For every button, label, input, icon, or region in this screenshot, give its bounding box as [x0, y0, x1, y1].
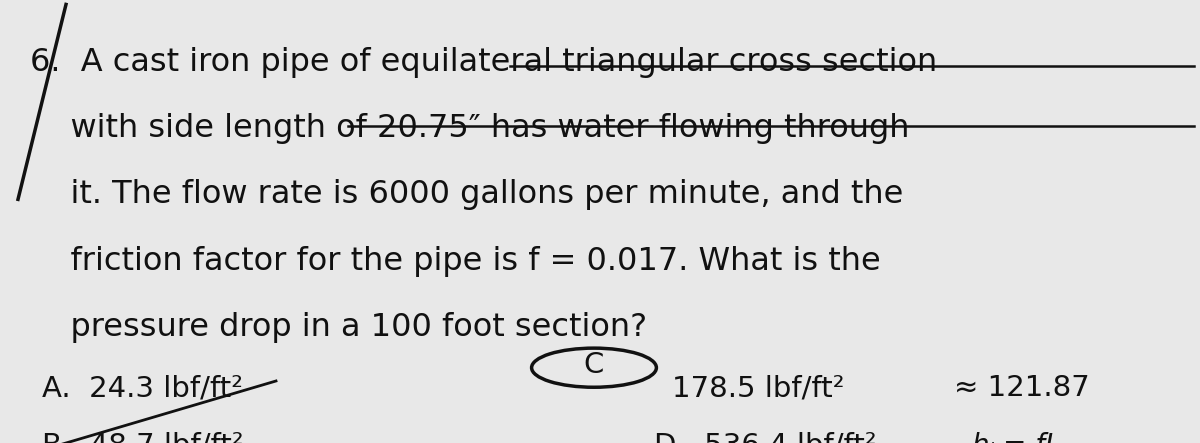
Text: pressure drop in a 100 foot section?: pressure drop in a 100 foot section?: [30, 312, 647, 343]
Text: hₗ = fL: hₗ = fL: [972, 432, 1061, 443]
Text: B.  48.7 lbf/ft²: B. 48.7 lbf/ft²: [42, 432, 244, 443]
Text: ≈ 121.87: ≈ 121.87: [954, 374, 1090, 402]
Text: 178.5 lbf/ft²: 178.5 lbf/ft²: [672, 374, 845, 402]
Text: friction factor for the pipe is f = 0.017. What is the: friction factor for the pipe is f = 0.01…: [30, 246, 881, 277]
Text: A.  24.3 lbf/ft²: A. 24.3 lbf/ft²: [42, 374, 242, 402]
Text: it. The flow rate is 6000 gallons per minute, and the: it. The flow rate is 6000 gallons per mi…: [30, 179, 904, 210]
Text: 6.  A cast iron pipe of equilateral triangular cross section: 6. A cast iron pipe of equilateral trian…: [30, 47, 937, 78]
Text: with side length of 20.75″ has water flowing through: with side length of 20.75″ has water flo…: [30, 113, 910, 144]
Text: D.  536.4 lbf/ft²: D. 536.4 lbf/ft²: [654, 432, 877, 443]
Text: C: C: [584, 351, 604, 380]
